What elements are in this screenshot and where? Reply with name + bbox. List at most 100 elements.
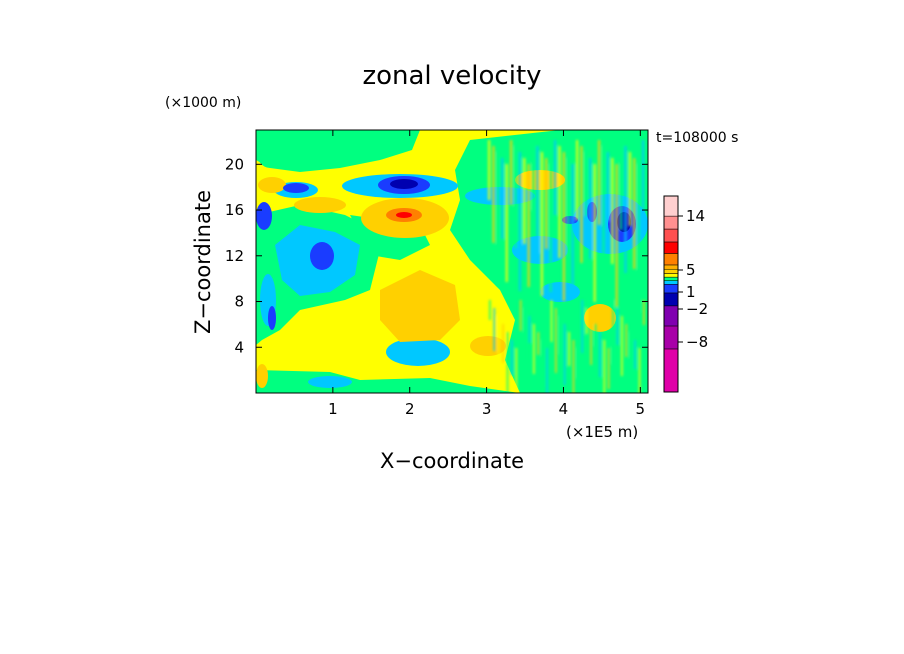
wave-stripe [502,324,504,363]
wave-stripe [599,332,601,377]
wave-stripe [555,308,557,373]
y-tick-label: 8 [234,293,244,311]
colorbar-swatch [663,273,679,278]
colorbar [663,195,679,393]
wave-stripe [515,348,518,393]
wave-stripe [606,152,609,221]
wave-stripe [506,332,509,393]
wave-stripe [518,152,521,291]
wave-stripe [576,140,579,220]
wave-stripe [637,164,640,312]
wave-stripe [643,300,645,325]
y-axis-title: Z−coordinate [191,190,215,334]
wave-stripe [489,300,491,320]
colorbar-swatch [663,241,679,254]
wave-stripe [620,140,623,230]
colorbar-swatch [663,264,679,270]
colorbar-swatch [663,292,679,307]
wave-stripe [629,332,632,388]
wave-stripe [554,140,557,215]
wave-stripe [488,140,491,200]
wave-stripe [567,158,570,254]
wave-stripe [642,140,645,235]
wave-stripe [519,300,522,331]
colorbar-swatch [663,325,679,350]
colorbar-label: 5 [686,261,696,279]
wave-stripe [541,340,544,386]
blue-regions [256,176,636,330]
wave-stripe [492,146,495,243]
wave-stripe [527,164,530,287]
wave-pattern [488,140,645,393]
colorbar-label: −2 [686,300,708,318]
wave-stripe [628,152,631,226]
y-unit-label: (×1000 m) [165,95,241,111]
y-tick-label: 4 [234,338,244,356]
wave-stripe [593,164,596,302]
wave-stripe [496,152,499,286]
colorbar-swatch [663,284,679,294]
wave-stripe [546,348,548,393]
wave-stripe [612,300,614,364]
colorbar-frame [663,195,679,393]
wave-stripe [571,164,574,297]
wave-stripe [589,158,592,259]
red-regions [386,208,422,222]
wave-stripe [577,348,579,378]
wave-stripe [603,340,606,393]
wave-stripe [590,316,592,365]
colorbar-swatch [663,348,679,393]
wave-stripe [607,348,610,389]
wave-stripe [550,300,553,342]
wave-stripe [568,332,570,366]
wave-stripe [540,152,543,296]
colorbar-swatch [663,215,679,230]
wave-stripe [523,158,526,244]
x-axis: 1 2 3 4 5 [328,130,645,418]
wave-stripe [580,146,583,263]
wave-stripe [581,300,584,353]
wave-stripe [584,152,587,216]
wave-stripe [510,140,513,205]
colorbar-swatch [663,276,679,281]
wave-stripe [616,308,619,345]
wave-stripe [559,316,562,354]
y-axis: 4 8 12 16 20 [225,155,648,356]
wave-stripe [536,146,539,253]
cyan-regions [260,174,648,388]
wave-stripe [638,348,641,393]
colorbar-labels: 14 5 1−2 −8 [678,207,708,351]
wave-stripe [514,146,517,248]
wave-stripe [524,308,526,362]
wave-stripe [505,164,508,282]
wave-stripe [533,324,535,374]
wave-stripe [585,308,588,334]
wave-stripe [625,324,628,357]
wave-stripe [633,158,636,269]
wave-stripe [493,308,496,351]
colorbar-swatch [663,195,679,217]
x-tick-label: 5 [636,400,646,418]
x-tick-label: 2 [405,400,415,418]
wave-stripe [615,164,618,307]
wave-stripe [558,146,561,258]
wave-stripe [537,332,540,355]
wave-stripe [549,164,552,292]
wave-stripe [562,152,565,301]
colorbar-swatch [663,280,679,285]
wave-stripe [634,340,636,369]
wave-stripe [624,146,627,273]
wave-stripe [532,140,535,210]
wave-stripe [563,324,566,385]
colorbar-swatch [663,228,679,243]
colorbar-swatch [663,268,679,274]
x-unit-label: (×1E5 m) [566,423,638,441]
time-label: t=108000 s [656,130,738,146]
colorbar-swatch [663,305,679,327]
wave-stripe [594,324,597,346]
wave-stripe [528,316,531,343]
wave-stripe [602,146,605,268]
wave-stripe [501,158,504,239]
y-tick-label: 12 [225,247,244,265]
